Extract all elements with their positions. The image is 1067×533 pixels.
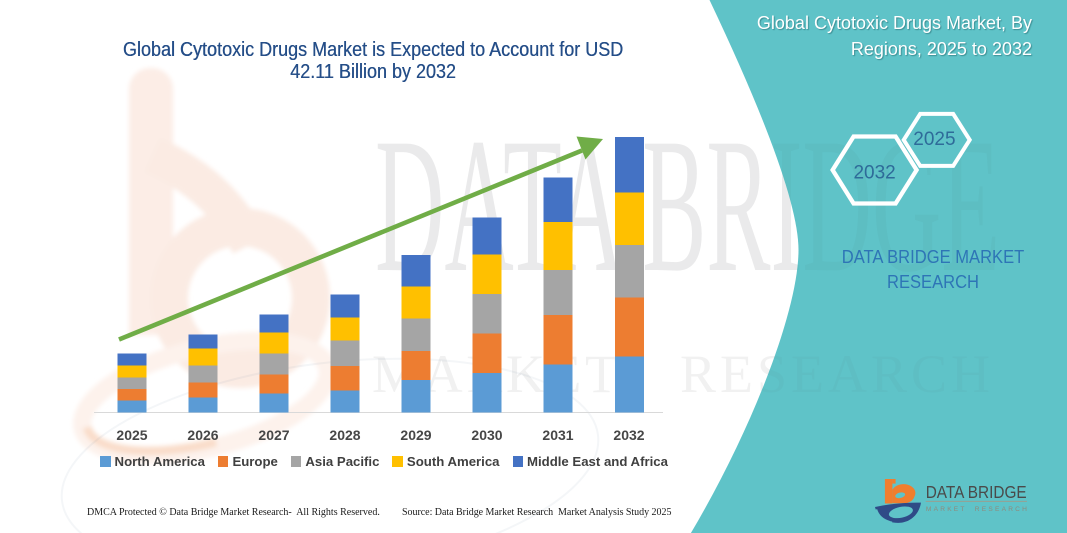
svg-text:MARKET RESEARCH: MARKET RESEARCH	[926, 506, 1027, 513]
svg-text:2025: 2025	[913, 129, 955, 150]
svg-text:DATA BRIDGE: DATA BRIDGE	[926, 482, 1027, 502]
svg-text:2032: 2032	[853, 162, 895, 183]
